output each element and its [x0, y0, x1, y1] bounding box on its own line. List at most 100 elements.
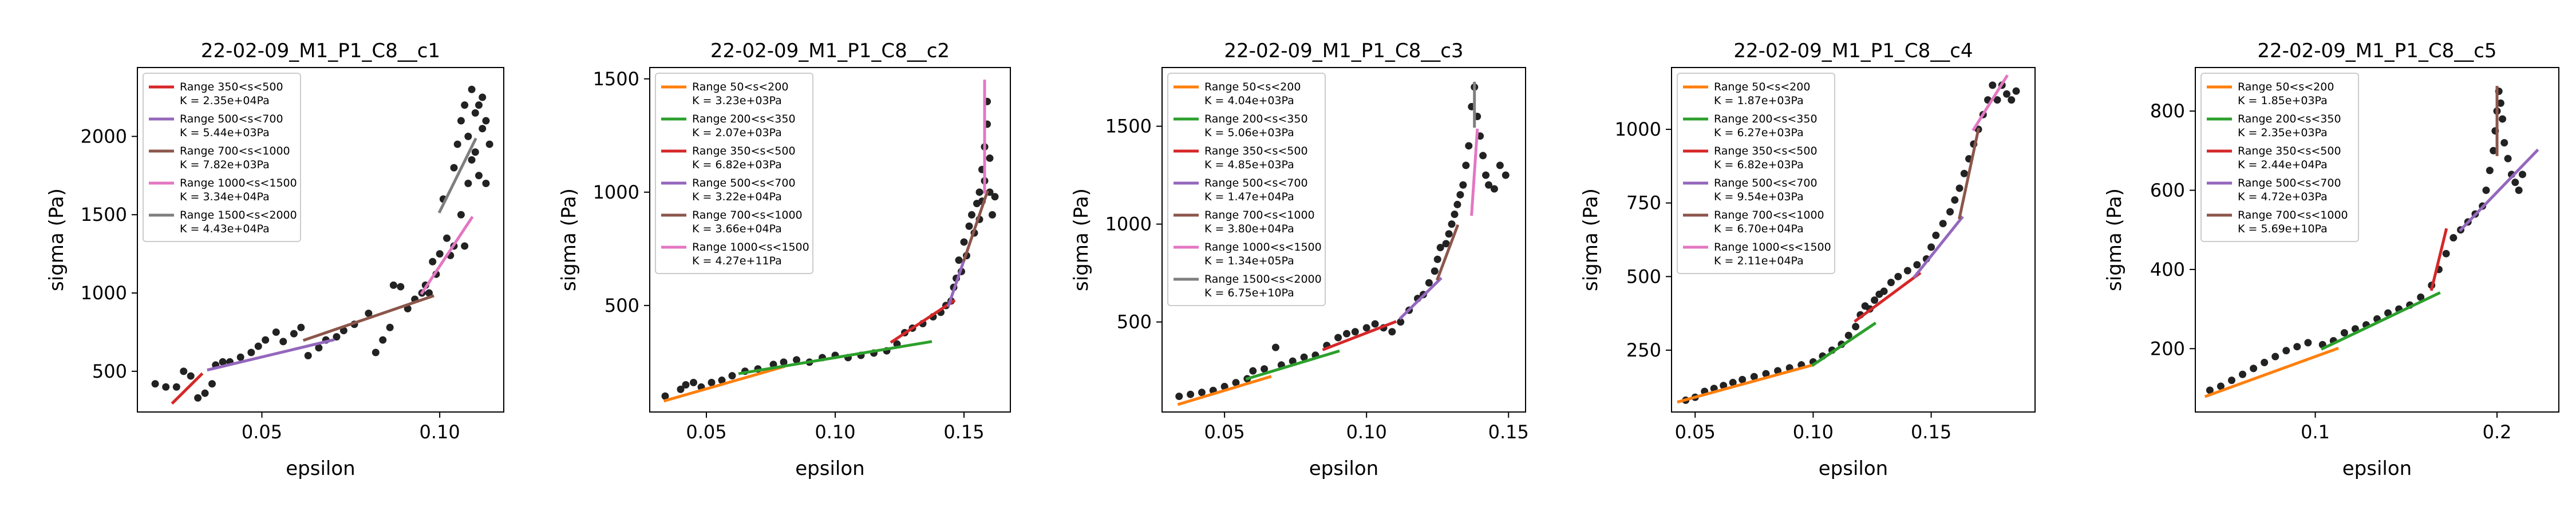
- data-point: [1371, 320, 1379, 328]
- data-point: [1445, 230, 1453, 238]
- data-point: [677, 385, 685, 393]
- data-point: [2442, 249, 2450, 258]
- y-tick-label: 1000: [81, 282, 127, 304]
- data-point: [2217, 382, 2225, 390]
- data-point: [1939, 220, 1947, 228]
- data-point: [379, 336, 387, 344]
- legend-entry-k: K = 3.23e+03Pa: [692, 94, 782, 107]
- data-point: [1175, 393, 1183, 401]
- legend-entry-k: K = 5.69e+10Pa: [2238, 223, 2328, 235]
- data-point: [457, 211, 465, 219]
- legend-entry-label: Range 50<s<200: [692, 81, 788, 93]
- data-point: [443, 234, 451, 242]
- data-point: [315, 344, 323, 352]
- data-point: [290, 330, 298, 338]
- data-point: [1887, 279, 1895, 287]
- data-point: [960, 238, 968, 246]
- data-point: [2250, 365, 2258, 373]
- fit-line: [1435, 224, 1460, 281]
- data-point: [397, 283, 405, 291]
- data-point: [1187, 390, 1195, 398]
- x-axis-label: epsilon: [1819, 457, 1888, 480]
- legend-entry-k: K = 3.66e+04Pa: [692, 223, 782, 235]
- y-tick-label: 2000: [81, 125, 127, 147]
- legend-entry-label: Range 1000<s<1500: [692, 241, 809, 253]
- data-point: [1249, 367, 1257, 375]
- data-point: [1425, 279, 1433, 287]
- data-point: [2239, 370, 2247, 378]
- legend-entry-label: Range 500<s<700: [1714, 177, 1818, 189]
- data-point: [1271, 343, 1279, 351]
- legend-entry-label: Range 200<s<350: [1204, 113, 1308, 125]
- data-point: [661, 392, 669, 400]
- y-axis-label: sigma (Pa): [1070, 188, 1093, 291]
- legend-entry-k: K = 5.44e+03Pa: [180, 126, 270, 139]
- legend-entry-label: Range 350<s<500: [2238, 145, 2341, 157]
- data-point: [479, 93, 487, 101]
- x-axis-label: epsilon: [2342, 457, 2412, 480]
- data-point: [1894, 272, 1902, 280]
- y-axis-label: sigma (Pa): [2103, 188, 2126, 291]
- data-point: [297, 323, 305, 331]
- data-point: [1453, 200, 1461, 208]
- data-point: [279, 338, 287, 346]
- data-point: [475, 172, 483, 180]
- legend-entry-label: Range 500<s<700: [692, 177, 796, 189]
- data-point: [2228, 377, 2235, 385]
- data-point: [986, 154, 994, 162]
- data-point: [453, 140, 461, 148]
- data-point: [1462, 161, 1470, 169]
- legend-entry-k: K = 4.27e+11Pa: [692, 255, 782, 267]
- legend-entry-k: K = 7.82e+03Pa: [180, 159, 270, 171]
- data-point: [162, 383, 170, 391]
- chart-title: 22-02-09_M1_P1_C8__c2: [710, 39, 950, 62]
- x-tick-label: 0.05: [1675, 421, 1716, 443]
- legend-entry-label: Range 200<s<350: [692, 113, 796, 125]
- data-point: [1960, 169, 1968, 177]
- data-point: [1729, 379, 1737, 387]
- data-point: [1955, 184, 1963, 192]
- chart-title: 22-02-09_M1_P1_C8__c5: [2257, 39, 2496, 62]
- legend-entry-k: K = 4.04e+03Pa: [1204, 94, 1294, 107]
- data-point: [247, 348, 255, 356]
- legend-entry-label: Range 50<s<200: [2238, 81, 2334, 93]
- x-tick-label: 0.05: [242, 421, 282, 443]
- fit-line: [2320, 291, 2441, 351]
- data-point: [690, 379, 697, 387]
- data-point: [425, 289, 433, 297]
- fit-line: [302, 294, 434, 342]
- legend-entry-k: K = 2.44e+04Pa: [2238, 159, 2328, 171]
- legend-entry-label: Range 1500<s<2000: [1204, 273, 1322, 286]
- chart-title: 22-02-09_M1_P1_C8__c3: [1224, 39, 1463, 62]
- legend-entry-k: K = 3.80e+04Pa: [1204, 223, 1294, 235]
- data-point: [1951, 196, 1959, 204]
- data-point: [965, 222, 973, 230]
- legend-entry-label: Range 500<s<700: [180, 113, 283, 125]
- data-point: [2261, 359, 2269, 367]
- x-tick-label: 0.15: [1911, 421, 1951, 443]
- fit-line: [171, 372, 204, 405]
- data-point: [304, 351, 312, 359]
- data-point: [1993, 96, 2001, 104]
- legend-entry-label: Range 350<s<500: [180, 81, 283, 93]
- y-tick-label: 1000: [1615, 118, 1661, 140]
- fit-line: [1811, 322, 1877, 367]
- data-point: [1490, 185, 1498, 193]
- data-point: [1451, 211, 1459, 219]
- legend-entry-label: Range 500<s<700: [2238, 177, 2341, 189]
- data-point: [172, 383, 180, 391]
- data-point: [1762, 370, 1770, 378]
- data-point: [464, 132, 472, 140]
- plot-frame: [1671, 67, 2036, 413]
- y-tick-label: 750: [1626, 192, 1661, 214]
- legend-entry-k: K = 2.35e+03Pa: [2238, 126, 2328, 139]
- legend-entry-k: K = 1.87e+03Pa: [1714, 94, 1804, 107]
- x-tick-label: 0.05: [1204, 421, 1245, 443]
- data-point: [1465, 142, 1473, 150]
- data-point: [1456, 191, 1464, 199]
- y-tick-label: 1500: [81, 204, 127, 225]
